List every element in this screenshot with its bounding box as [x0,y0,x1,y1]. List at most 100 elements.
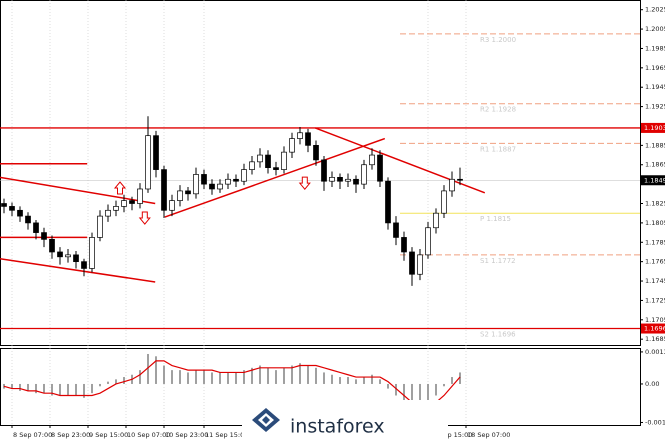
candle-body [273,167,279,170]
candle-body [145,135,151,190]
logo: instaforex [242,400,448,443]
pivot-label: R2 1.1928 [480,106,516,114]
logo-text: instaforex [290,416,385,438]
candle-body [225,178,231,185]
macd-bar [139,370,141,384]
y-tick-label: 1.1865 [645,161,665,169]
candle-body [201,174,207,185]
trend-line [164,137,386,218]
x-tick-label: 8 Sep 07:00 [13,431,52,439]
macd-bar [203,370,205,384]
macd-bar [283,367,285,384]
macd-bar [323,372,325,384]
candle-body [1,203,7,207]
candle-body [209,183,215,190]
y-tick-label: 1.1685 [645,335,665,343]
candle-body [49,239,55,253]
candle-body [185,190,191,195]
macd-bar [395,383,397,396]
macd-bar [243,370,245,384]
candle-body [289,138,295,153]
y-tick-label: 1.1785 [645,238,665,246]
candle-body [425,227,431,256]
candle-body [65,254,71,258]
candle-body [457,178,463,181]
candle-body [57,251,63,258]
logo-icon [252,408,280,432]
current-price-label: 1.1849 [644,176,665,184]
macd-bar [187,372,189,384]
y-tick-label: 1.1985 [645,44,665,52]
y-tick-label: 1.1945 [645,83,665,91]
macd-bar [331,374,333,384]
candle-body [25,215,31,224]
x-tick-label: 11 Sep 15:00 [205,431,248,439]
candle-body [217,183,223,190]
macd-bar [11,383,13,389]
trend-line [0,176,156,205]
candle-body [281,151,287,170]
macd-bar [363,377,365,384]
price-frame [0,0,641,346]
macd-bar [403,383,405,403]
trend-line [0,258,156,283]
level-price-label: 1.1696 [644,325,665,333]
macd-bar [51,383,53,396]
macd-bar [355,379,357,384]
macd-signal [3,360,461,408]
candle-body [33,222,39,233]
x-tick-label: 18 Sep 07:00 [467,431,510,439]
macd-bar [99,383,101,387]
macd-bar [179,370,181,384]
candle-body [433,212,439,229]
candle-body [417,254,423,275]
candle-body [161,169,167,211]
candle-body [105,209,111,217]
macd-bar [115,379,117,384]
macd-bar [107,381,109,384]
pivot-label: S2 1.1696 [480,331,516,339]
macd-bar [91,383,93,394]
candle-body [393,222,399,238]
level-price-box [641,122,665,133]
macd-bar [227,372,229,384]
macd-bar [83,383,85,398]
candle-body [121,200,127,207]
macd-bar [67,383,69,396]
macd-bar [211,372,213,384]
macd-bar [419,383,421,412]
candle-body [441,190,447,214]
macd-bar [371,374,373,384]
candle-body [377,154,383,182]
candle-body [265,154,271,169]
macd-bar [347,377,349,384]
y-tick-label: 1.1725 [645,296,665,304]
current-price-box [641,175,665,186]
signal-arrow [298,176,311,190]
y-tick-label: 1.1705 [645,316,665,324]
x-tick-label: 10 Sep 07:00 [127,431,170,439]
signal-arrow [138,211,151,225]
candle-body [401,237,407,253]
candle-body [17,209,23,217]
candle-body [169,200,175,211]
macd-bar [299,363,301,384]
candle-body [449,178,455,192]
macd-bar [195,370,197,384]
candle-body [409,251,415,275]
y-tick-label: 1.2005 [645,25,665,33]
macd-bar [235,372,237,384]
candle-body [113,206,119,211]
candle-body [9,206,15,211]
macd-bar [435,383,437,396]
candle-body [97,215,103,238]
y-tick-label: 1.1925 [645,103,665,111]
candle-body [353,178,359,185]
macd-bar [19,383,21,391]
candle-body [233,178,239,182]
macd-bar [259,365,261,384]
candle-body [345,178,351,182]
y-tick-label: 1.1805 [645,219,665,227]
